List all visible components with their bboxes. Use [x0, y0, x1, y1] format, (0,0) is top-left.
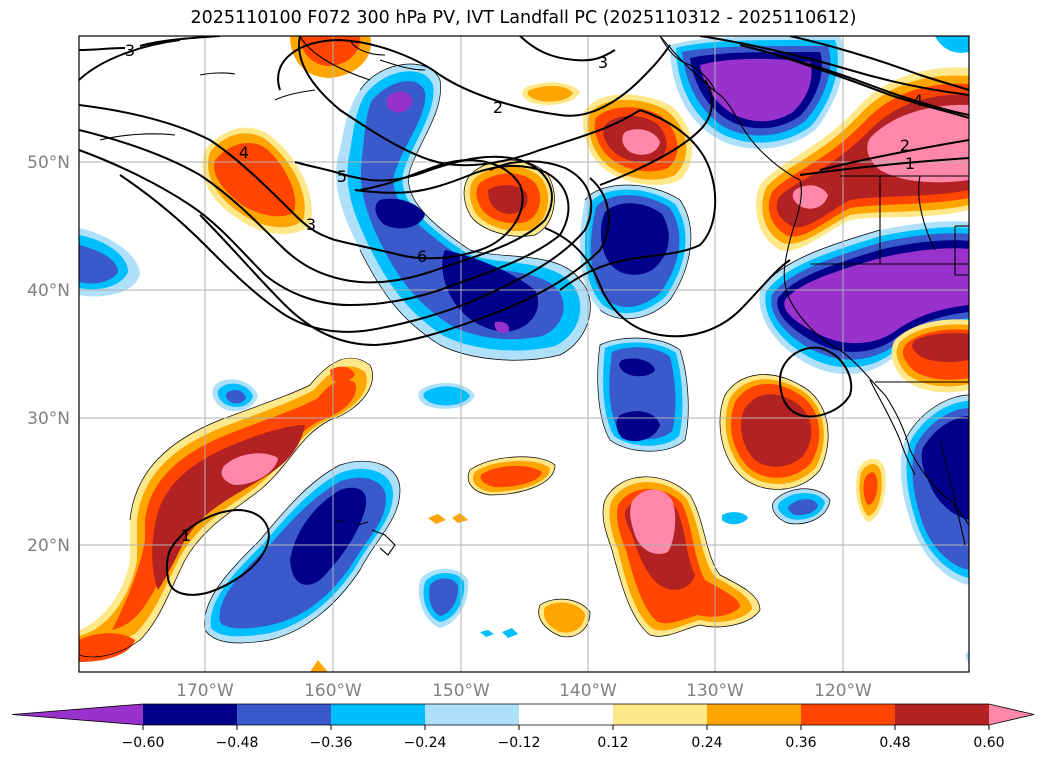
contour-label: 5	[337, 167, 347, 186]
lat-labels: 50°N 40°N 30°N 20°N	[27, 153, 70, 556]
colorbar-tick-label: −0.12	[498, 735, 541, 751]
coastlines	[99, 36, 969, 556]
contour-label: 3	[306, 215, 316, 234]
colorbar-extend-high	[989, 704, 1034, 725]
colorbar-tick-label: 0.60	[973, 735, 1004, 751]
contour-label: 1	[181, 526, 191, 545]
gridlines	[79, 36, 969, 672]
contour-label: 4	[239, 143, 249, 162]
colorbar-tick-label: −0.60	[122, 735, 165, 751]
colorbar-segment	[237, 704, 332, 725]
contour-label: 3	[598, 53, 608, 72]
colorbar-segment	[425, 704, 520, 725]
lat-tick-label: 20°N	[27, 536, 70, 556]
colorbar-segment	[143, 704, 238, 725]
contour-label: 6	[417, 247, 427, 266]
contour-label: 2	[900, 136, 910, 155]
contour-label: 1	[905, 154, 915, 173]
contour-labels: 3 3 2 4 5 6 3 4 2 1 1	[125, 41, 923, 545]
lon-tick-label: 130°W	[686, 681, 744, 701]
colorbar-tick-label: 0.36	[785, 735, 816, 751]
colorbar-tick-label: 0.12	[597, 735, 628, 751]
lat-tick-label: 40°N	[27, 281, 70, 301]
contour-label: 4	[913, 91, 923, 110]
contour-label: 2	[493, 98, 503, 117]
map-title: 2025110100 F072 300 hPa PV, IVT Landfall…	[190, 8, 857, 28]
colorbar-segment	[801, 704, 896, 725]
colorbar-extend-low	[12, 704, 143, 725]
shaded-anomalies	[79, 36, 969, 672]
colorbar-segment	[895, 704, 990, 725]
colorbar: −0.60 −0.48 −0.36 −0.24 −0.12 0.12 0.24 0.36 0.4…	[11, 703, 1035, 751]
map-area: 3 3 2 4 5 6 3 4 2 1 1	[79, 36, 969, 672]
colorbar-tick-label: −0.48	[216, 735, 259, 751]
lon-tick-label: 120°W	[814, 681, 872, 701]
lat-tick-label: 50°N	[27, 153, 70, 173]
lon-tick-label: 160°W	[304, 681, 362, 701]
lon-tick-label: 170°W	[176, 681, 234, 701]
colorbar-segment	[613, 704, 708, 725]
colorbar-segment	[519, 704, 614, 725]
lon-tick-label: 150°W	[432, 681, 490, 701]
colorbar-segment	[707, 704, 802, 725]
ivt-contours	[79, 36, 969, 596]
lon-labels: 170°W 160°W 150°W 140°W 130°W 120°W	[176, 681, 872, 701]
lat-tick-label: 30°N	[27, 409, 70, 429]
colorbar-tick-label: −0.24	[404, 735, 447, 751]
colorbar-segment	[331, 704, 426, 725]
map-frame	[78, 35, 970, 673]
colorbar-tick-label: 0.24	[691, 735, 722, 751]
colorbar-tick-label: −0.36	[310, 735, 353, 751]
colorbar-tick-label: 0.48	[879, 735, 910, 751]
lon-tick-label: 140°W	[559, 681, 617, 701]
contour-label: 3	[125, 41, 135, 60]
